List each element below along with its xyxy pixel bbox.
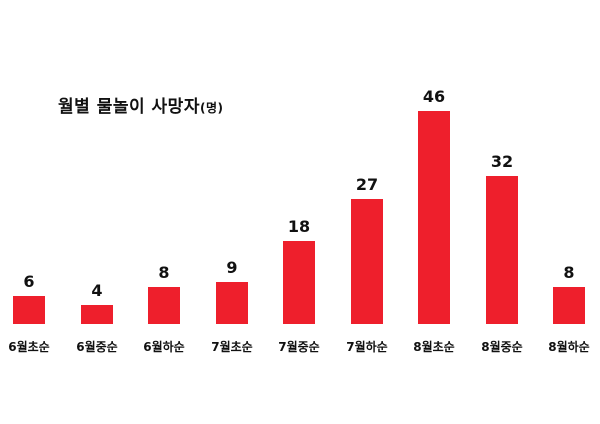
bar: [486, 176, 518, 324]
x-tick-label: 8월하순: [548, 340, 590, 354]
data-label: 9: [226, 258, 238, 277]
data-label: 27: [355, 175, 379, 194]
x-tick-label: 8월중순: [481, 340, 523, 354]
bar: [148, 287, 180, 324]
bar: [283, 241, 315, 324]
chart-title-unit: (명): [199, 101, 224, 115]
x-tick-label: 7월초순: [211, 340, 253, 354]
x-tick-label: 6월초순: [8, 340, 50, 354]
x-tick-label: 6월하순: [143, 340, 185, 354]
bar: [81, 305, 113, 324]
bar: [553, 287, 585, 324]
chart-title: 월별 물놀이 사망자(명): [58, 92, 223, 117]
data-label: 6: [23, 272, 35, 291]
data-label: 32: [490, 152, 514, 171]
x-tick-label: 7월하순: [346, 340, 388, 354]
data-label: 4: [91, 281, 103, 300]
bar: [216, 282, 248, 324]
data-label: 8: [158, 263, 170, 282]
bar: [13, 296, 45, 324]
data-label: 8: [563, 263, 575, 282]
x-tick-label: 8월초순: [413, 340, 455, 354]
x-tick-label: 6월중순: [76, 340, 118, 354]
bar: [418, 111, 450, 324]
bar: [351, 199, 383, 324]
data-label: 46: [422, 87, 446, 106]
data-label: 18: [287, 217, 311, 236]
chart-title-text: 월별 물놀이 사망자: [58, 97, 200, 117]
x-tick-label: 7월중순: [278, 340, 320, 354]
